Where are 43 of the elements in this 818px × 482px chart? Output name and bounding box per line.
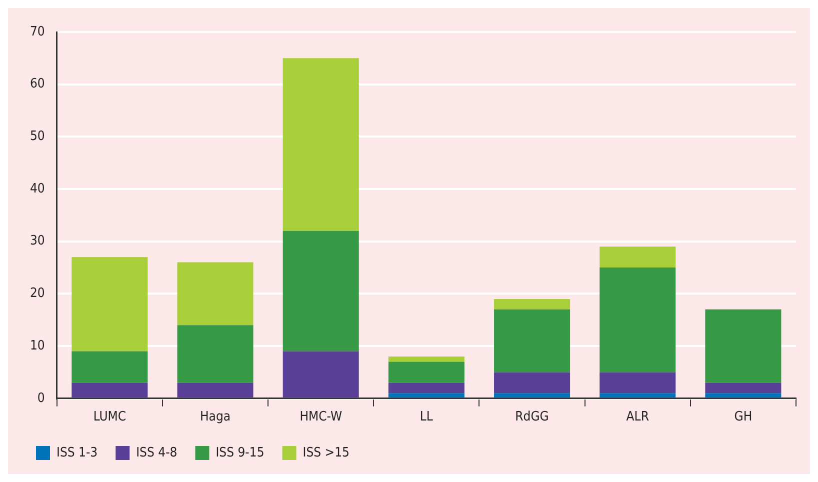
legend-label: ISS >15 — [302, 445, 350, 460]
bar — [72, 257, 148, 352]
bar — [72, 351, 148, 383]
x-tick-label: LL — [420, 410, 434, 425]
bar — [705, 309, 782, 383]
bar — [388, 362, 464, 383]
bar — [494, 393, 570, 398]
bar — [177, 262, 254, 326]
bar — [494, 372, 570, 394]
bar — [388, 393, 464, 398]
y-tick-label: 60 — [30, 76, 45, 92]
bar — [177, 382, 254, 398]
bar — [705, 382, 782, 394]
bar — [705, 393, 782, 398]
y-tick-label: 70 — [30, 24, 45, 40]
y-tick-label: 20 — [30, 286, 45, 302]
y-tick-label: 30 — [30, 234, 45, 249]
bar — [600, 246, 676, 268]
bar — [388, 356, 464, 362]
bar — [494, 298, 570, 310]
bar — [600, 393, 676, 398]
bar — [494, 309, 570, 372]
bar — [282, 58, 359, 231]
legend-label: ISS 9-15 — [216, 445, 264, 460]
legend-label: ISS 1-3 — [56, 445, 98, 460]
legend-label: ISS 4-8 — [136, 445, 178, 460]
bar — [282, 230, 359, 352]
bar — [388, 382, 464, 394]
bar — [177, 325, 254, 383]
y-tick-label: 50 — [30, 129, 45, 144]
bar — [600, 268, 676, 372]
bar — [600, 372, 676, 394]
x-tick-label: RdGG — [515, 410, 549, 425]
x-tick-label: HMC-W — [300, 410, 342, 425]
y-tick-label: 10 — [30, 338, 45, 354]
y-tick-label: 0 — [37, 390, 45, 406]
bar — [72, 382, 148, 398]
bar — [282, 351, 359, 398]
x-tick-label: ALR — [626, 410, 649, 425]
y-tick-label: 40 — [30, 181, 45, 196]
x-tick-label: LUMC — [93, 410, 126, 425]
x-tick-label: Haga — [200, 410, 231, 425]
x-tick-label: GH — [734, 410, 752, 425]
